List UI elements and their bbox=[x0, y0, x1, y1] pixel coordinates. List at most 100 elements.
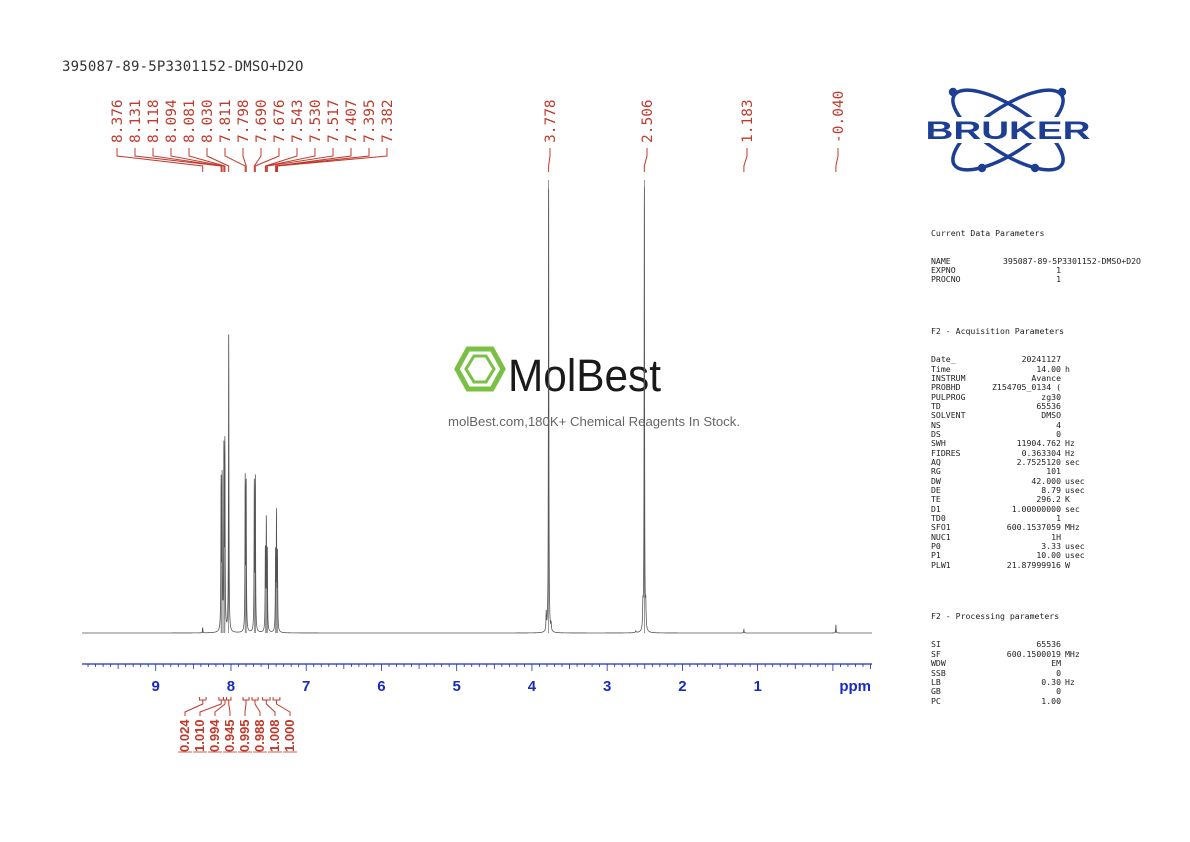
param-unit: usec bbox=[1065, 475, 1085, 486]
peak-label-connector bbox=[253, 148, 262, 172]
param-row: TD 65536 bbox=[931, 401, 1141, 411]
param-row: PULPROG zg30 bbox=[931, 391, 1141, 402]
param-row: WDW EM bbox=[931, 658, 1141, 669]
integral-value: 1.000 bbox=[282, 719, 297, 752]
param-value: 0 bbox=[1056, 686, 1061, 697]
param-row: AQ 2.7525120 sec bbox=[931, 456, 1141, 467]
param-unit: K bbox=[1065, 494, 1070, 505]
param-key: Date_ bbox=[931, 354, 956, 365]
param-key: SSB bbox=[931, 667, 946, 678]
param-unit: sec bbox=[1065, 503, 1080, 514]
param-value: Z154705_0134 ( bbox=[991, 382, 1061, 393]
integral-bracket bbox=[251, 697, 259, 701]
x-tick-label: 5 bbox=[453, 678, 461, 695]
param-key: PLW1 bbox=[931, 559, 951, 570]
peak-label-connector bbox=[264, 148, 298, 172]
molbest-watermark: MolBest molBest.com,180K+ Chemical Reage… bbox=[448, 346, 740, 429]
peak-label-connector bbox=[116, 148, 204, 172]
integral-value: 0.994 bbox=[207, 719, 222, 752]
peak-label-connector bbox=[277, 148, 388, 172]
peak-labels: 8.376 8.131 8.118 8.094 8.081 8.030 7.811 7.798… bbox=[110, 91, 847, 172]
param-value: 101 bbox=[1046, 466, 1061, 477]
param-unit: h bbox=[1065, 363, 1070, 374]
param-row: NUC1 1H bbox=[931, 531, 1141, 542]
param-unit: sec bbox=[1065, 456, 1080, 467]
integral-bracket bbox=[262, 697, 271, 701]
watermark-brand: MolBest bbox=[508, 350, 661, 401]
param-value: 8.79 bbox=[1041, 484, 1061, 495]
param-key: PC bbox=[931, 695, 941, 706]
x-tick-label: 3 bbox=[603, 678, 611, 695]
integral-labels: 0.024 1.010 0.994 0.945 0.995 0.988 1.008 1.000 bbox=[177, 697, 297, 753]
param-row: TE 296.2 K bbox=[931, 494, 1141, 505]
param-key: P1 bbox=[931, 550, 941, 561]
param-value: 10.00 bbox=[1036, 550, 1061, 561]
param-key: D1 bbox=[931, 503, 941, 514]
peak-label-connector bbox=[266, 148, 334, 172]
param-row: FIDRES 0.363304 Hz bbox=[931, 447, 1141, 458]
peak-label: 8.376 bbox=[110, 99, 126, 143]
param-value: 20241127 bbox=[1021, 354, 1061, 365]
params-processing-list: SI 65536 SF 600.1500019 MHz WDW EM SSB 0 LB 0.30 Hz… bbox=[931, 639, 1141, 706]
param-key: NUC1 bbox=[931, 531, 951, 542]
param-value: 1H bbox=[1051, 531, 1061, 542]
param-unit: Hz bbox=[1065, 676, 1075, 687]
param-key: EXPNO bbox=[931, 265, 956, 276]
param-row: P1 10.00 usec bbox=[931, 550, 1141, 561]
integral-value: 0.024 bbox=[177, 719, 192, 752]
param-unit: W bbox=[1065, 559, 1070, 570]
param-value: 65536 bbox=[1036, 639, 1061, 650]
param-unit: MHz bbox=[1065, 522, 1080, 533]
param-value: 2.7525120 bbox=[1016, 456, 1061, 467]
peak-label: 7.798 bbox=[236, 99, 252, 143]
param-key: Time bbox=[931, 363, 951, 374]
integral-bracket bbox=[226, 697, 232, 701]
integral-connector bbox=[276, 700, 291, 716]
param-key: DS bbox=[931, 428, 941, 439]
ppm-axis: 9 8 7 6 5 4 3 2 1 ppm bbox=[82, 663, 872, 695]
param-value: 0.30 bbox=[1041, 676, 1061, 687]
param-value: 4 bbox=[1056, 419, 1061, 430]
bruker-logo: BRUKER bbox=[924, 87, 1092, 173]
param-key: SF bbox=[931, 648, 941, 659]
param-value: 296.2 bbox=[1036, 494, 1061, 505]
param-value: Avance bbox=[1031, 372, 1061, 383]
peak-label-connector bbox=[152, 148, 223, 172]
peak-label: 7.811 bbox=[218, 99, 234, 143]
param-row: PROBHD Z154705_0134 ( bbox=[931, 382, 1141, 393]
param-value: 0 bbox=[1056, 667, 1061, 678]
peak-label: 8.131 bbox=[128, 99, 144, 143]
param-value: 1.00 bbox=[1041, 695, 1061, 706]
param-value: 600.1500019 bbox=[1006, 648, 1061, 659]
param-key: SFO1 bbox=[931, 522, 951, 533]
param-row: P0 3.33 usec bbox=[931, 541, 1141, 552]
param-row: SOLVENT DMSO bbox=[931, 410, 1141, 421]
param-key: INSTRUM bbox=[931, 372, 966, 383]
integral-value: 1.008 bbox=[267, 719, 282, 752]
param-key: GB bbox=[931, 686, 941, 697]
integral-connector bbox=[184, 700, 204, 716]
x-tick-label: 9 bbox=[152, 678, 160, 695]
param-unit: MHz bbox=[1065, 648, 1080, 659]
param-key: SWH bbox=[931, 438, 946, 449]
param-value: 0.363304 bbox=[1021, 447, 1061, 458]
integral-connector bbox=[199, 700, 222, 716]
param-value: zg30 bbox=[1041, 391, 1061, 402]
params-processing-heading: F2 - Processing parameters bbox=[931, 611, 1060, 622]
param-key: SOLVENT bbox=[931, 410, 966, 421]
param-row: RG 101 bbox=[931, 466, 1141, 477]
x-tick-label: 1 bbox=[753, 678, 761, 695]
param-value: 21.87999916 bbox=[1006, 559, 1061, 570]
param-row: SSB 0 bbox=[931, 667, 1141, 678]
spectrum-title: 395087-89-5P3301152-DMSO+D2O bbox=[62, 59, 304, 75]
param-value: EM bbox=[1051, 658, 1061, 669]
peak-label: 7.517 bbox=[326, 99, 342, 143]
peak-label-connector bbox=[206, 148, 230, 172]
param-key: DW bbox=[931, 475, 941, 486]
peak-label: 8.118 bbox=[146, 99, 162, 143]
param-key: WDW bbox=[931, 658, 946, 669]
param-value: 1 bbox=[1056, 265, 1061, 276]
param-key: P0 bbox=[931, 541, 941, 552]
